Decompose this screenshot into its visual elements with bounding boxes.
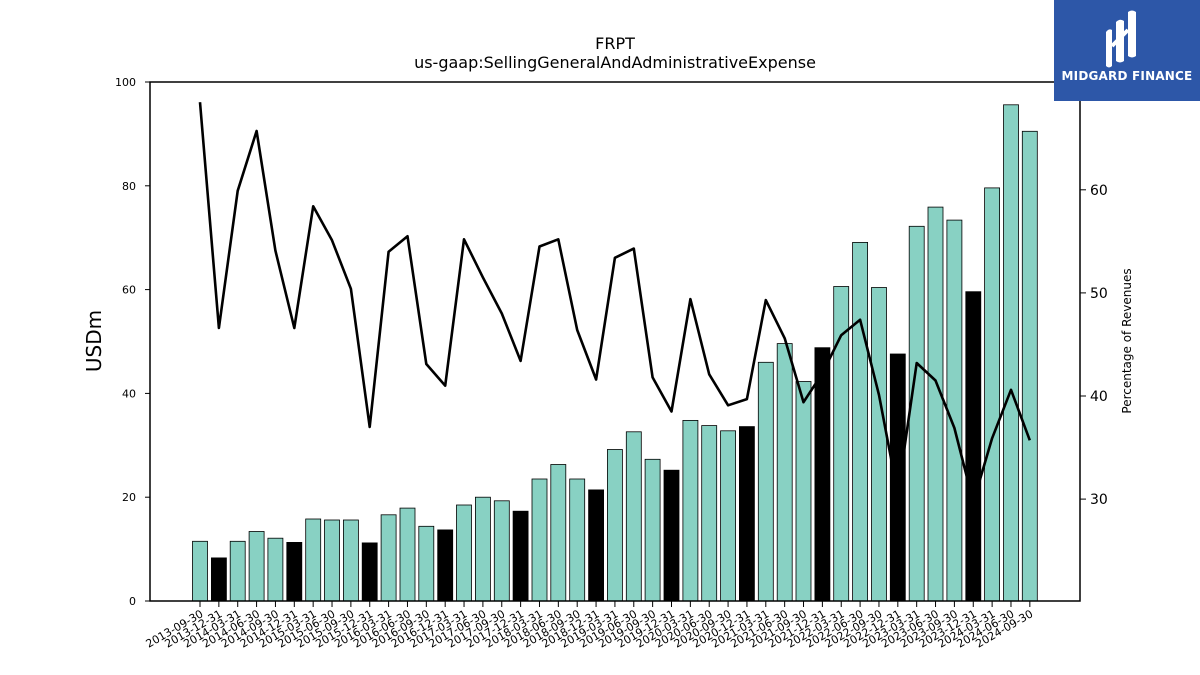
y-tick-label: 100 xyxy=(115,76,136,89)
y2-tick-label: 50 xyxy=(1090,286,1108,302)
x-axis: 2013-09-302013-12-312014-03-312014-06-30… xyxy=(144,601,1035,651)
bar xyxy=(720,430,736,602)
bar xyxy=(229,540,246,602)
bar xyxy=(644,458,661,602)
bar xyxy=(286,542,303,602)
bar xyxy=(1003,104,1019,602)
bar xyxy=(1021,130,1038,602)
bar xyxy=(889,353,906,602)
line-series xyxy=(198,102,1032,504)
bar xyxy=(965,291,982,602)
bar xyxy=(682,419,699,602)
bar xyxy=(456,504,472,602)
bar xyxy=(739,426,755,602)
y-tick-label: 20 xyxy=(122,491,136,504)
bar xyxy=(927,206,944,602)
bar xyxy=(531,478,548,602)
bar xyxy=(984,187,1000,602)
brand-name: MIDGARD FINANCE xyxy=(1061,69,1193,83)
bar xyxy=(625,431,642,602)
bar xyxy=(493,500,510,602)
y-tick-label: 0 xyxy=(129,595,136,608)
bar xyxy=(437,529,454,602)
y-tick-label: 80 xyxy=(122,180,136,193)
bar xyxy=(814,347,831,602)
chart-subtitle: us-gaap:SellingGeneralAndAdministrativeE… xyxy=(414,53,816,72)
bar xyxy=(607,449,623,602)
bar xyxy=(305,518,322,602)
bar xyxy=(550,464,567,602)
bar xyxy=(512,510,529,602)
bar xyxy=(361,542,378,602)
y-axis-label: USDm xyxy=(82,310,106,372)
bar xyxy=(210,557,227,602)
y2-tick-label: 40 xyxy=(1090,389,1108,405)
bar xyxy=(248,531,265,602)
y2-tick-label: 60 xyxy=(1090,183,1108,199)
bar xyxy=(663,469,680,602)
y2-axis-label: Percentage of Revenues xyxy=(1120,268,1134,413)
bar xyxy=(267,537,284,602)
bar xyxy=(946,219,963,602)
y-tick-label: 40 xyxy=(122,387,136,400)
bar xyxy=(795,381,812,602)
bar xyxy=(324,519,340,602)
bar xyxy=(908,225,925,602)
bar-series xyxy=(192,104,1038,602)
brand-logo: MIDGARD FINANCE xyxy=(1054,0,1200,101)
bar xyxy=(701,425,718,602)
bar xyxy=(342,519,359,602)
bar xyxy=(474,496,491,602)
bar xyxy=(776,343,793,602)
bar xyxy=(588,489,604,602)
y2-tick-label: 30 xyxy=(1090,492,1108,508)
y2-axis: 30 40 50 60 xyxy=(1080,183,1108,508)
y-tick-label: 60 xyxy=(122,284,136,297)
y-axis: 0 20 40 60 80 100 xyxy=(115,76,150,608)
bar xyxy=(192,540,208,602)
series-line xyxy=(198,102,1032,504)
bar xyxy=(569,478,586,602)
bar xyxy=(380,514,397,602)
bar xyxy=(871,287,887,602)
logo-mark-icon xyxy=(1106,10,1136,68)
bar xyxy=(399,507,416,602)
chart-title: FRPT xyxy=(595,34,635,53)
bar xyxy=(418,525,435,602)
bar xyxy=(757,361,774,602)
bar xyxy=(852,241,868,602)
